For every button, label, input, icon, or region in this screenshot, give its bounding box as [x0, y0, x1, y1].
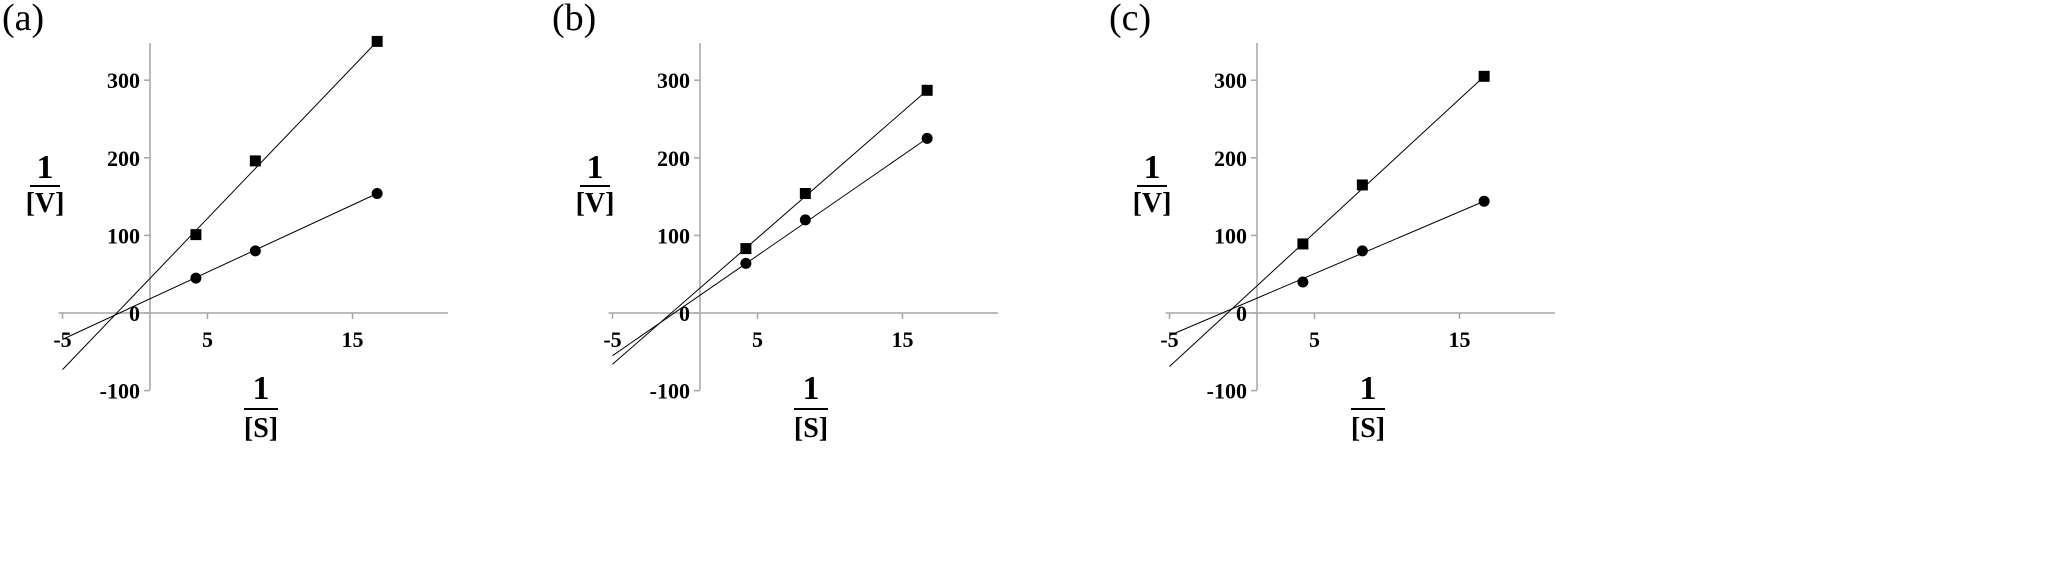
- fit-line-circle: [1169, 200, 1485, 336]
- y-axis-label-numerator: 1: [1144, 149, 1161, 186]
- data-point-square: [740, 243, 752, 255]
- y-axis-label-denominator: [V]: [576, 188, 615, 219]
- y-tick-label: -100: [650, 379, 690, 404]
- fit-line-circle: [62, 193, 378, 340]
- chart-panel-c: (c) -100 0 100 200 300 -5 5 15 1 [V] 1 [S]: [1107, 0, 1787, 576]
- fit-line-circle: [612, 137, 928, 357]
- data-point-circle: [371, 187, 383, 199]
- x-axis-label-denominator: [S]: [244, 413, 278, 444]
- x-tick-label: -5: [1160, 327, 1178, 352]
- y-tick-label: -100: [1207, 379, 1247, 404]
- fit-line-square: [612, 89, 928, 365]
- panel-label-b: (b): [552, 0, 596, 39]
- y-tick-label: 300: [107, 68, 140, 93]
- y-tick-label: 0: [129, 301, 140, 326]
- x-axis-label-denominator: [S]: [794, 413, 828, 444]
- panel-label-a: (a): [2, 0, 44, 39]
- y-tick-label: 0: [1236, 301, 1247, 326]
- y-tick-label: 300: [1214, 68, 1247, 93]
- data-point-square: [1297, 238, 1309, 250]
- x-tick-label: -5: [603, 327, 621, 352]
- x-tick-label: 5: [1309, 327, 1320, 352]
- x-axis-label-numerator: 1: [803, 370, 820, 407]
- y-axis-label-numerator: 1: [37, 149, 54, 186]
- y-tick-label: 200: [107, 146, 140, 171]
- x-tick-label: 15: [892, 327, 914, 352]
- panel-label-c: (c): [1109, 0, 1151, 39]
- data-point-circle: [799, 214, 811, 226]
- fit-line-square: [1169, 75, 1485, 367]
- y-axis-label-denominator: [V]: [26, 188, 65, 219]
- data-point-circle: [1297, 276, 1309, 288]
- y-tick-label: 300: [657, 68, 690, 93]
- data-point-circle: [740, 257, 752, 269]
- x-axis-label-denominator: [S]: [1351, 413, 1385, 444]
- data-point-square: [190, 229, 202, 241]
- data-point-circle: [190, 272, 202, 284]
- x-tick-label: 15: [1449, 327, 1471, 352]
- chart-panel-b: (b) -100 0 100 200 300 -5 5 15 1 [V] 1 [S]: [550, 0, 1230, 576]
- y-tick-label: 200: [657, 146, 690, 171]
- x-tick-label: -5: [53, 327, 71, 352]
- data-point-square: [1478, 70, 1490, 82]
- y-axis-label-denominator: [V]: [1133, 188, 1172, 219]
- y-tick-label: -100: [100, 379, 140, 404]
- data-point-circle: [1478, 195, 1490, 207]
- x-axis-label-numerator: 1: [253, 370, 270, 407]
- data-point-square: [921, 84, 933, 96]
- data-point-square: [1356, 179, 1368, 191]
- x-tick-label: 5: [202, 327, 213, 352]
- data-point-circle: [1356, 245, 1368, 257]
- y-tick-label: 100: [107, 223, 140, 248]
- y-tick-label: 200: [1214, 146, 1247, 171]
- data-point-square: [249, 155, 261, 167]
- data-point-square: [799, 187, 811, 199]
- x-tick-label: 5: [752, 327, 763, 352]
- data-point-square: [371, 35, 383, 47]
- x-axis-label-numerator: 1: [1360, 370, 1377, 407]
- data-point-circle: [249, 245, 261, 257]
- y-tick-label: 100: [657, 223, 690, 248]
- chart-panel-a: (a) -100 0 100 200 300 -5 5 15 1 [V] 1 [S]: [0, 0, 680, 576]
- x-tick-label: 15: [342, 327, 364, 352]
- data-point-circle: [921, 132, 933, 144]
- y-tick-label: 100: [1214, 223, 1247, 248]
- y-tick-label: 0: [679, 301, 690, 326]
- y-axis-label-numerator: 1: [587, 149, 604, 186]
